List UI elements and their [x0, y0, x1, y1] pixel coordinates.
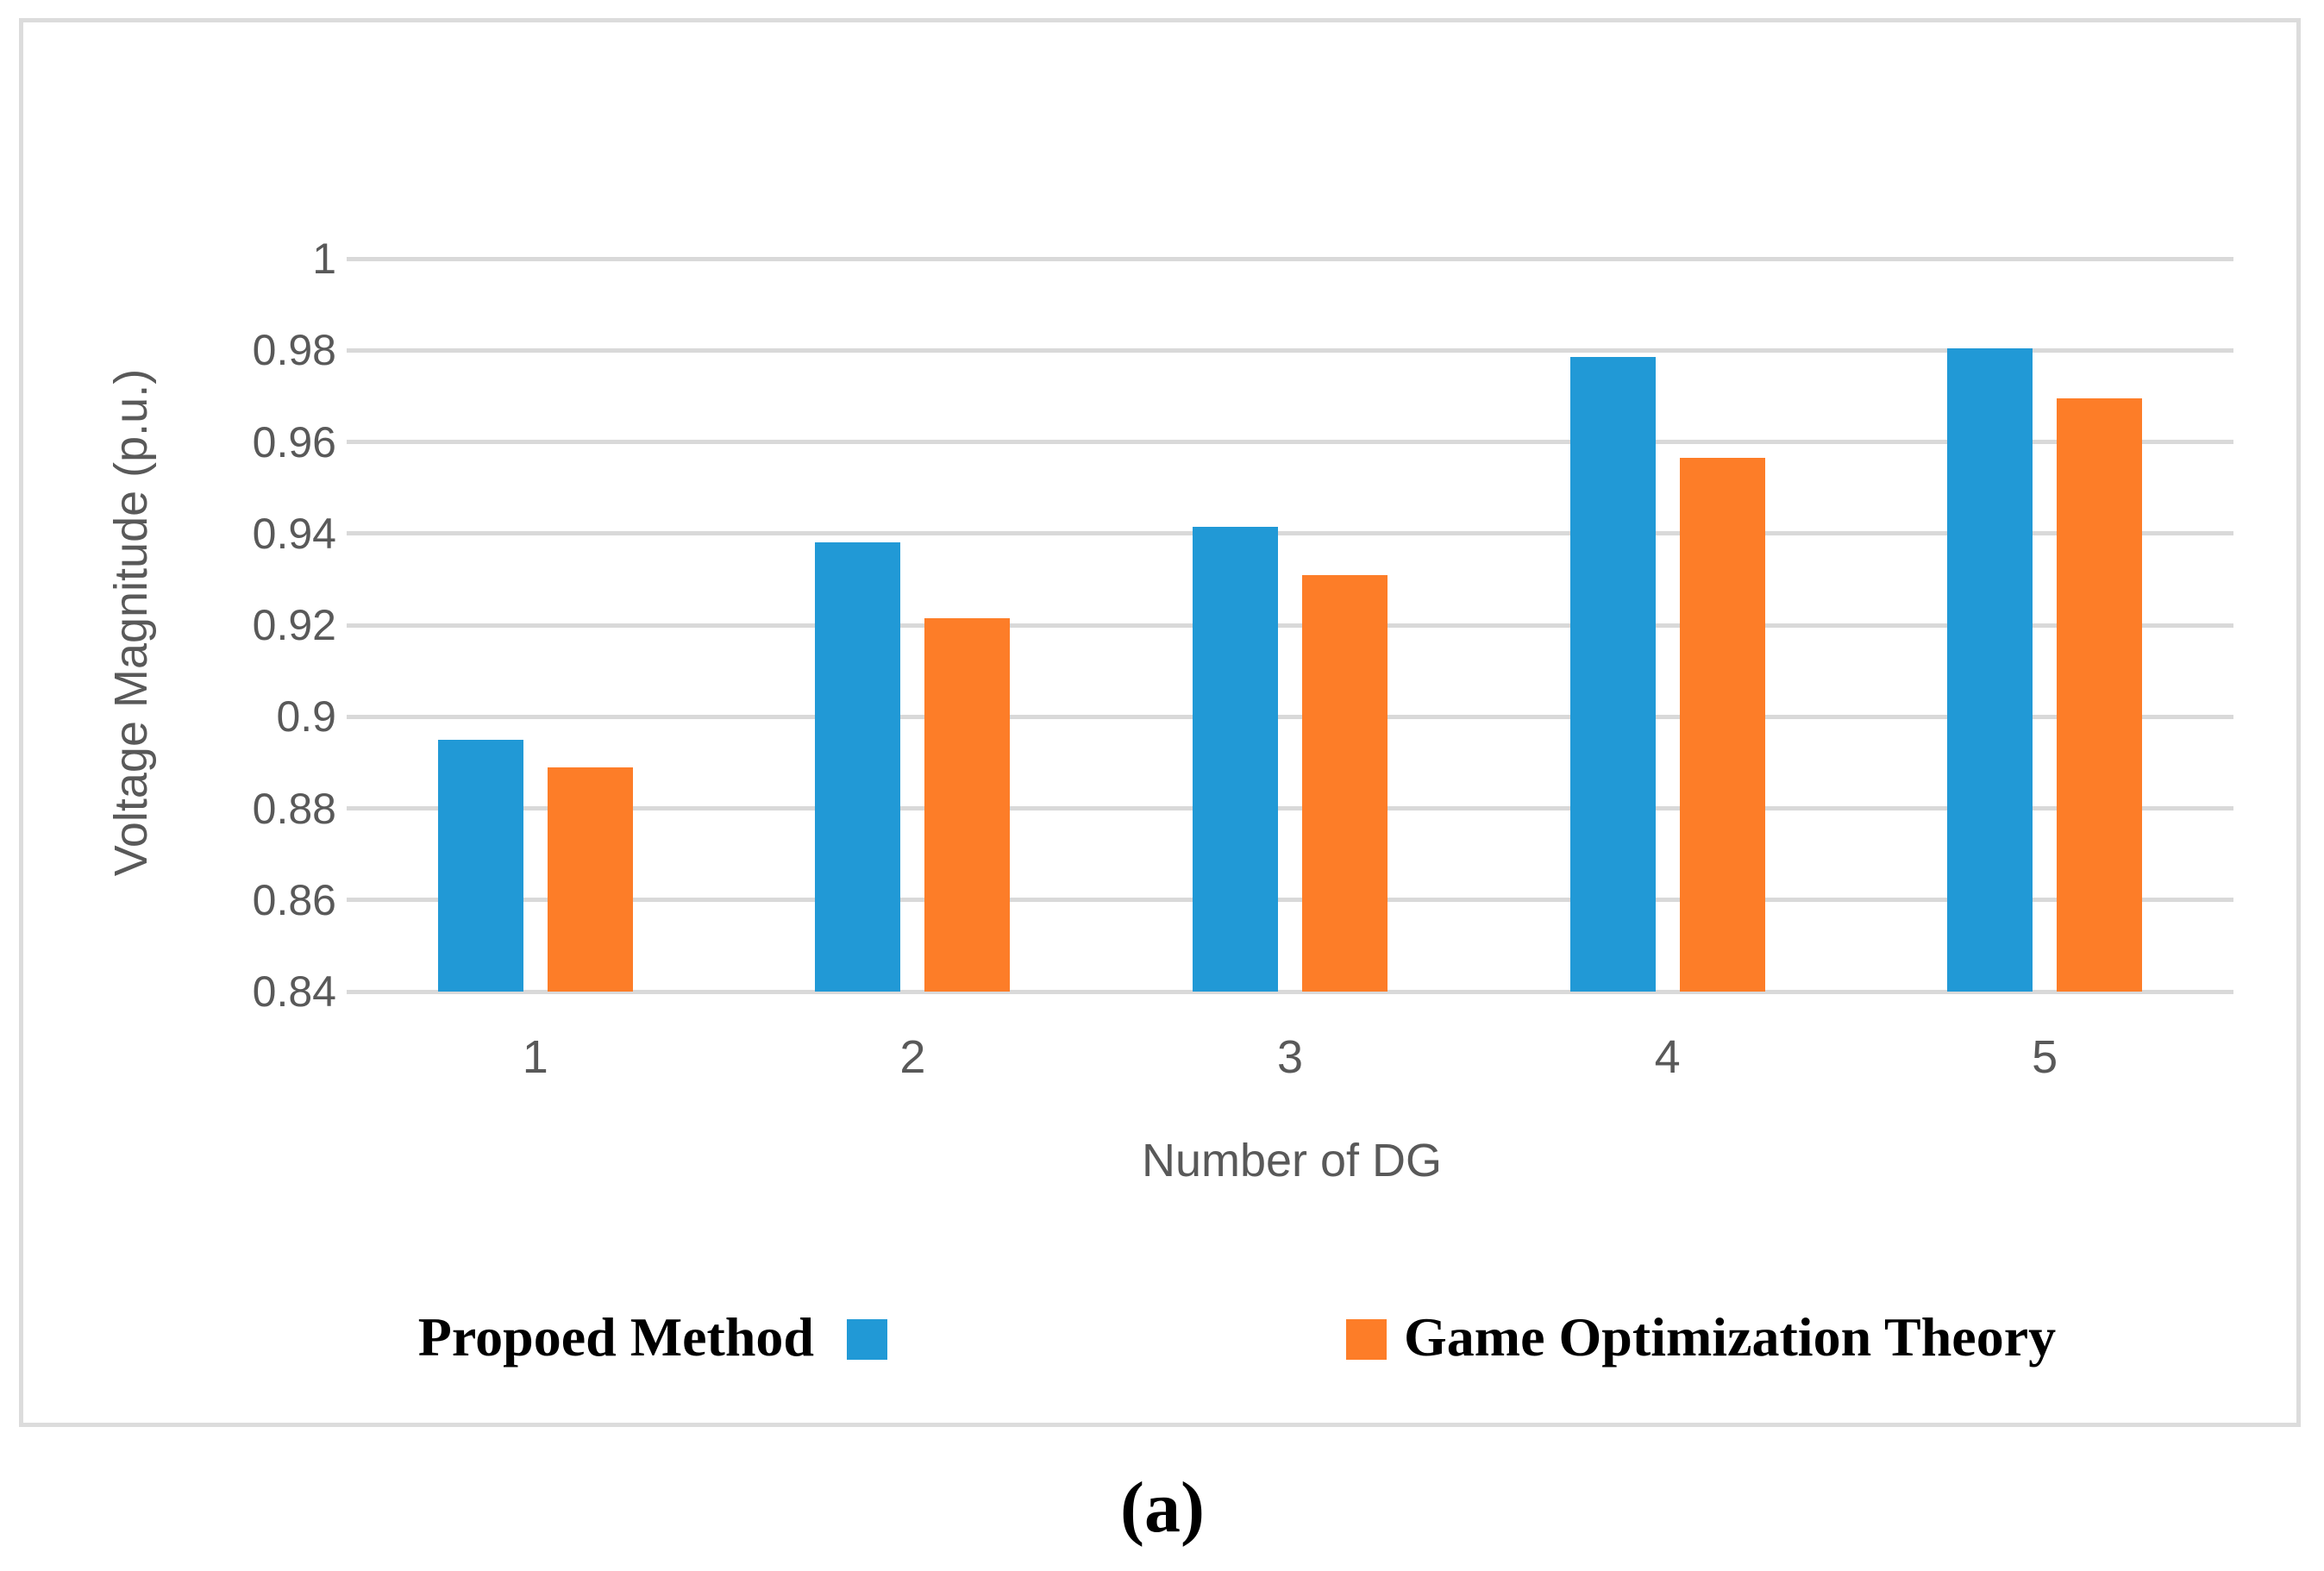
gridline	[347, 440, 2233, 444]
y-tick-label: 0.84	[252, 967, 336, 1016]
bar-game-optimization-theory-2	[924, 618, 1011, 992]
gridline	[347, 256, 2233, 261]
y-tick-label: 0.92	[252, 601, 336, 649]
bar-propoed-method-4	[1569, 357, 1656, 992]
bar-game-optimization-theory-4	[1679, 458, 1765, 992]
y-tick-label: 0.94	[252, 509, 336, 558]
y-tick-label: 0.88	[252, 784, 336, 833]
y-tick-label: 0.9	[276, 692, 336, 742]
figure-caption: (a)	[1120, 1468, 1205, 1548]
legend-label-propoed-method: Propoed Method	[417, 1306, 814, 1368]
y-tick-label: 0.96	[252, 417, 336, 466]
y-tick-label: 0.86	[252, 875, 336, 924]
gridline	[347, 347, 2233, 353]
gridline	[347, 714, 2233, 719]
gridline	[347, 806, 2233, 811]
y-tick-label: 0.98	[252, 326, 336, 375]
bar-propoed-method-5	[1947, 347, 2033, 992]
legend-swatch-game-optimization-theory-icon	[1346, 1319, 1387, 1360]
bar-game-optimization-theory-5	[2057, 398, 2143, 992]
x-axis-title: Number of DG	[1141, 1135, 1443, 1186]
bar-propoed-method-2	[815, 542, 901, 992]
legend-label-game-optimization-theory: Game Optimization Theory	[1404, 1306, 2057, 1368]
gridline	[347, 531, 2233, 536]
bar-propoed-method-1	[437, 739, 523, 992]
x-tick-label: 5	[2032, 1031, 2058, 1083]
x-tick-label: 4	[1654, 1031, 1681, 1083]
gridline	[347, 623, 2233, 628]
plot-area	[347, 256, 2233, 994]
bar-game-optimization-theory-3	[1302, 574, 1388, 992]
gridline	[347, 898, 2233, 903]
x-tick-label: 3	[1276, 1031, 1304, 1083]
chart-panel-border	[19, 18, 2301, 1427]
x-tick-label: 1	[522, 1031, 548, 1083]
legend-swatch-propoed-method-icon	[847, 1319, 887, 1360]
bar-propoed-method-3	[1193, 526, 1278, 992]
bar-game-optimization-theory-1	[547, 767, 633, 992]
y-tick-label: 1	[312, 235, 336, 283]
x-tick-label: 2	[899, 1031, 926, 1083]
gridline	[347, 989, 2233, 994]
